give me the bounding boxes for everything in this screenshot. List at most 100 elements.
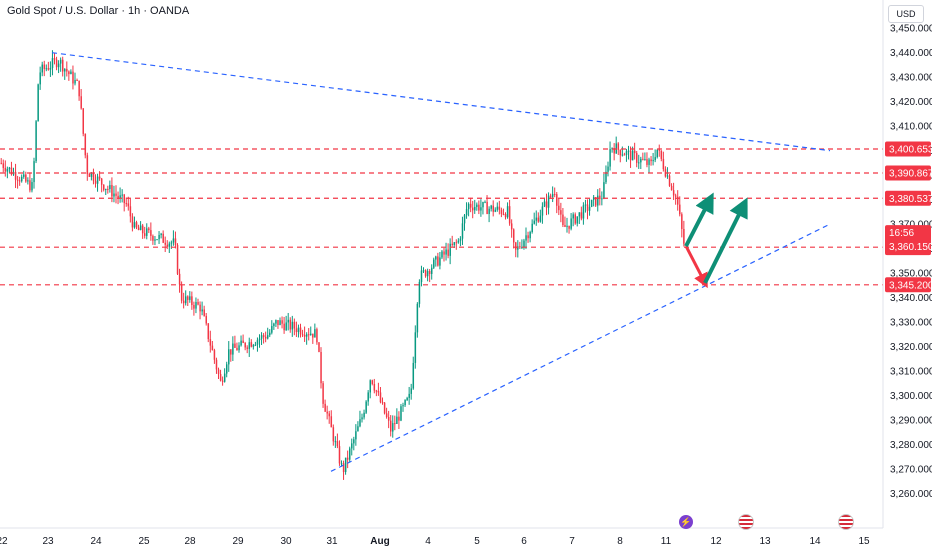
x-tick-label: 23 <box>42 536 54 547</box>
x-tick-label: 12 <box>710 536 722 547</box>
candle-body <box>62 59 64 72</box>
candle-body <box>170 242 173 244</box>
countdown-label: 16:56 <box>889 228 914 239</box>
candle-body <box>199 304 201 312</box>
candle-body <box>357 426 359 432</box>
candle-body <box>387 417 390 421</box>
candle-body <box>519 246 521 248</box>
y-axis: 3,260.000 3,270.000 3,280.000 3,290.000 3,30… <box>890 24 932 500</box>
candle-body <box>119 195 121 199</box>
candle-body <box>78 80 80 97</box>
candle-body <box>172 238 175 243</box>
candle-body <box>394 423 396 425</box>
candle-body <box>543 201 546 207</box>
y-tick-label: 3,330.000 <box>890 318 932 329</box>
candle-body <box>98 176 101 179</box>
candle-body <box>588 206 591 211</box>
candle-body <box>467 203 470 210</box>
candle-body <box>355 431 357 440</box>
candle-body <box>369 380 371 393</box>
candle-body <box>59 59 62 64</box>
candle-body <box>297 327 300 333</box>
candle-body <box>472 207 474 211</box>
x-tick-label: 6 <box>521 536 527 547</box>
candle-body <box>221 380 224 382</box>
candle-body <box>652 160 654 162</box>
candle-body <box>568 225 570 229</box>
candle-body <box>349 448 351 460</box>
candle-body <box>195 302 197 309</box>
candle-body <box>541 206 544 216</box>
arrow-down-annotation <box>684 245 708 289</box>
candle-body <box>390 420 392 432</box>
candle-body <box>256 340 259 345</box>
candle-body <box>10 167 13 175</box>
candle-body <box>291 321 294 330</box>
candle-body <box>381 402 384 404</box>
candle-body <box>459 238 462 241</box>
candle-body <box>168 243 171 247</box>
candle-body <box>127 203 130 207</box>
candle-body <box>564 225 566 227</box>
y-tick-label: 3,440.000 <box>890 48 932 59</box>
candle-body <box>404 400 406 406</box>
x-tick-label: 28 <box>184 536 196 547</box>
candle-body <box>152 235 154 241</box>
candle-body <box>547 195 550 208</box>
x-tick-label: 31 <box>326 536 338 547</box>
candles-layer <box>0 50 685 480</box>
candle-body <box>146 228 148 236</box>
candle-body <box>115 193 117 196</box>
candle-body <box>164 242 166 245</box>
candle-body <box>625 151 628 155</box>
candle-body <box>53 58 56 60</box>
candle-body <box>187 296 189 300</box>
candle-body <box>621 154 624 156</box>
candle-body <box>486 201 488 214</box>
candle-body <box>293 321 296 329</box>
candle-body <box>117 195 119 199</box>
candle-body <box>100 178 103 185</box>
x-tick-label: 29 <box>232 536 244 547</box>
candle-body <box>392 423 394 432</box>
candle-body <box>289 319 292 330</box>
x-tick-label: 13 <box>759 536 771 547</box>
candle-body <box>480 207 482 211</box>
candle-body <box>424 270 427 277</box>
x-tick-label: Aug <box>370 536 389 547</box>
candle-body <box>160 233 162 235</box>
candle-body <box>82 108 84 134</box>
candle-body <box>597 195 599 206</box>
candle-body <box>223 373 226 382</box>
us-flag-icon[interactable] <box>838 514 854 530</box>
candle-body <box>498 206 501 210</box>
candle-body <box>359 419 361 427</box>
us-flag-icon[interactable] <box>738 514 754 530</box>
candle-body <box>174 238 177 245</box>
candle-body <box>29 180 31 191</box>
candle-body <box>135 222 138 228</box>
candle-body <box>396 416 398 424</box>
candle-body <box>428 271 431 274</box>
candle-body <box>330 416 333 428</box>
candle-body <box>373 383 376 391</box>
lightning-icon[interactable]: ⚡ <box>679 515 693 529</box>
price-tag <box>885 190 931 206</box>
candle-body <box>437 256 439 266</box>
candle-body <box>27 180 29 182</box>
candle-body <box>70 71 72 75</box>
candle-body <box>658 149 661 151</box>
candle-body <box>49 67 52 70</box>
candle-body <box>562 214 564 226</box>
candle-body <box>482 201 484 208</box>
currency-button[interactable]: USD <box>888 5 924 23</box>
candle-body <box>129 206 132 217</box>
candle-body <box>619 149 622 156</box>
candle-body <box>574 214 576 224</box>
x-tick-label: 24 <box>90 536 102 547</box>
candle-body <box>133 222 136 228</box>
candle-body <box>644 159 646 161</box>
candle-body <box>86 155 89 175</box>
candle-body <box>490 205 492 209</box>
